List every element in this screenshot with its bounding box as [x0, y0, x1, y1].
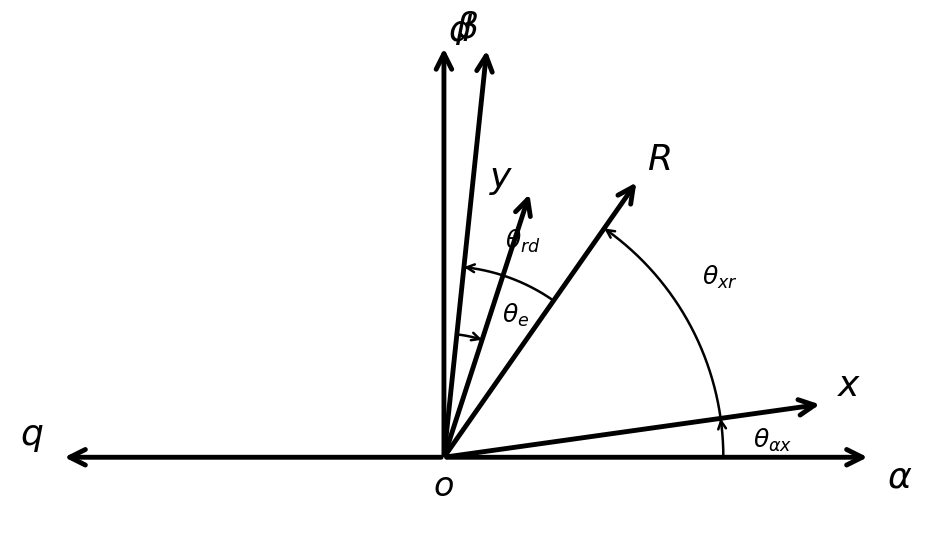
Text: $\theta_{rd}$: $\theta_{rd}$ — [504, 228, 541, 255]
Text: $\alpha$: $\alpha$ — [887, 461, 912, 495]
Text: $o$: $o$ — [433, 470, 455, 503]
Text: $\theta_{xr}$: $\theta_{xr}$ — [703, 264, 738, 292]
Text: $q$: $q$ — [21, 420, 44, 454]
Text: $\theta_{e}$: $\theta_{e}$ — [502, 302, 529, 329]
Text: $\theta_{\alpha x}$: $\theta_{\alpha x}$ — [753, 426, 792, 453]
Text: $\beta$: $\beta$ — [456, 9, 479, 47]
Text: $y$: $y$ — [488, 163, 514, 197]
Text: $R$: $R$ — [647, 143, 670, 176]
Text: $x$: $x$ — [837, 370, 861, 404]
Text: $d$: $d$ — [448, 13, 473, 47]
